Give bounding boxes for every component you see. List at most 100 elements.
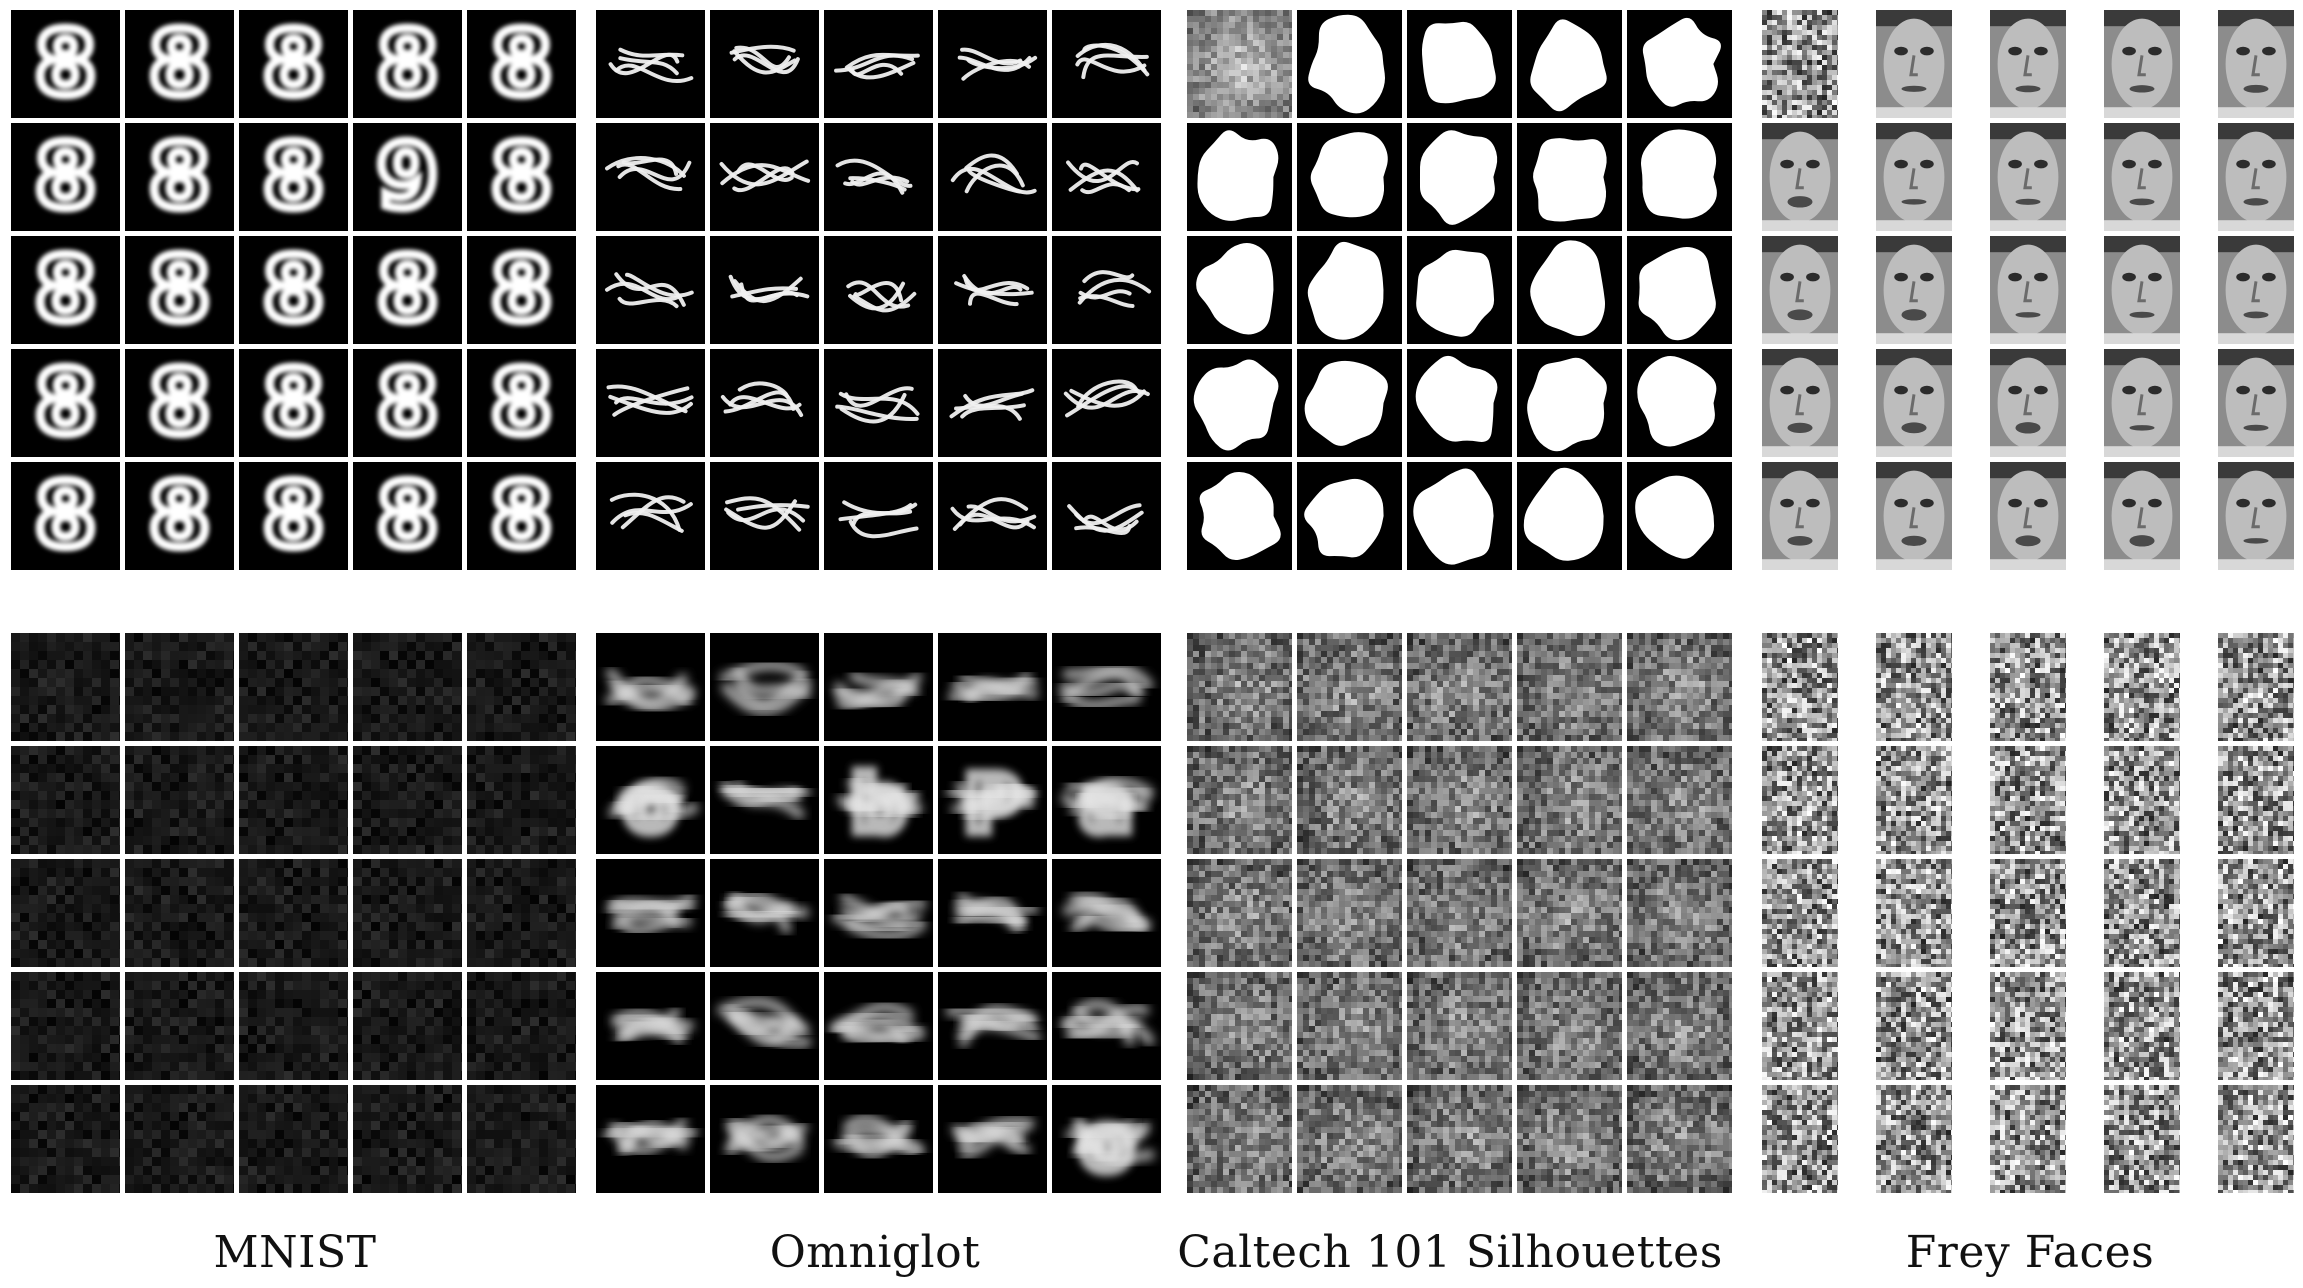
sample-tile xyxy=(1517,633,1622,741)
sample-tile xyxy=(824,859,933,967)
sample-tile xyxy=(938,462,1047,570)
sample-tile xyxy=(1187,746,1292,854)
sample-tile xyxy=(1627,633,1732,741)
svg-text:8: 8 xyxy=(377,12,439,115)
sample-tile xyxy=(2218,462,2294,570)
sample-tile xyxy=(1762,462,1838,570)
sample-tile: 8 xyxy=(11,462,120,570)
sample-tile xyxy=(1990,972,2066,1080)
svg-text:9: 9 xyxy=(377,125,439,228)
sample-tile xyxy=(824,349,933,457)
sample-tile xyxy=(1762,1085,1838,1193)
sample-tile: 8 xyxy=(11,236,120,344)
sample-tile xyxy=(1876,123,1952,231)
sample-tile xyxy=(1990,746,2066,854)
svg-text:o: o xyxy=(625,760,677,848)
sample-tile xyxy=(1407,972,1512,1080)
sample-tile: 9 xyxy=(11,859,120,967)
sample-tile xyxy=(1762,349,1838,457)
sample-tile xyxy=(938,236,1047,344)
sample-tile xyxy=(2104,972,2180,1080)
sample-tile xyxy=(1187,1085,1292,1193)
sample-tile xyxy=(1052,633,1161,741)
sample-tile: 6 xyxy=(125,746,234,854)
sample-tile: P xyxy=(938,746,1047,854)
sample-tile xyxy=(1297,972,1402,1080)
sample-tile xyxy=(2104,10,2180,118)
sample-tile xyxy=(1052,462,1161,570)
sample-tile xyxy=(1297,349,1402,457)
svg-text:8: 8 xyxy=(149,12,211,115)
sample-tile xyxy=(596,859,705,967)
sample-tile xyxy=(1762,633,1838,741)
sample-tile xyxy=(1627,10,1732,118)
sample-tile xyxy=(1517,236,1622,344)
svg-text:8: 8 xyxy=(491,12,553,115)
sample-tile: a xyxy=(1052,746,1161,854)
sample-tile xyxy=(596,10,705,118)
sample-tile: 6 xyxy=(467,1085,576,1193)
sample-tile: 7 xyxy=(467,972,576,1080)
svg-text:8: 8 xyxy=(149,464,211,567)
sample-tile xyxy=(1297,1085,1402,1193)
sample-tile: 3 xyxy=(11,972,120,1080)
sample-tile xyxy=(1187,462,1292,570)
sample-tile xyxy=(1187,349,1292,457)
sample-tile xyxy=(1990,859,2066,967)
sample-tile xyxy=(710,236,819,344)
panel-mnist-bottom: 4361206467985553389795576 xyxy=(11,633,577,1193)
sample-tile xyxy=(596,349,705,457)
sample-tile xyxy=(1297,236,1402,344)
sample-tile xyxy=(1762,972,1838,1080)
sample-tile xyxy=(2218,349,2294,457)
sample-tile: 9 xyxy=(11,1085,120,1193)
sample-tile: 8 xyxy=(353,462,462,570)
sample-tile xyxy=(938,10,1047,118)
sample-tile xyxy=(596,633,705,741)
svg-text:b: b xyxy=(851,760,905,848)
sample-tile xyxy=(1297,746,1402,854)
sample-tile: 2 xyxy=(467,633,576,741)
label-caltech-101-silhouettes: Caltech 101 Silhouettes xyxy=(1170,1225,1730,1281)
sample-tile: 8 xyxy=(467,236,576,344)
svg-text:8: 8 xyxy=(263,351,325,454)
svg-text:8: 8 xyxy=(377,464,439,567)
sample-tile xyxy=(1876,633,1952,741)
sample-tile: 8 xyxy=(353,349,462,457)
sample-tile xyxy=(596,462,705,570)
svg-text:a: a xyxy=(1081,760,1132,848)
svg-text:8: 8 xyxy=(35,464,97,567)
panel-caltech-101-silhouettes-bottom xyxy=(1187,633,1732,1193)
sample-tile xyxy=(1052,236,1161,344)
sample-tile: 6 xyxy=(353,746,462,854)
sample-tile xyxy=(1052,972,1161,1080)
sample-tile xyxy=(1297,10,1402,118)
sample-tile xyxy=(1187,633,1292,741)
sample-tile xyxy=(1627,349,1732,457)
sample-tile xyxy=(938,349,1047,457)
sample-tile xyxy=(1762,746,1838,854)
sample-tile xyxy=(710,746,819,854)
sample-tile xyxy=(1876,1085,1952,1193)
sample-tile: 8 xyxy=(11,10,120,118)
sample-tile xyxy=(2218,1085,2294,1193)
sample-tile: 0 xyxy=(11,746,120,854)
sample-tile xyxy=(1052,859,1161,967)
svg-text:P: P xyxy=(965,760,1020,848)
svg-text:8: 8 xyxy=(35,125,97,228)
sample-tile xyxy=(1407,236,1512,344)
sample-tile xyxy=(710,859,819,967)
sample-tile: 8 xyxy=(239,10,348,118)
sample-tile xyxy=(2218,746,2294,854)
sample-tile xyxy=(1990,462,2066,570)
svg-text:8: 8 xyxy=(263,464,325,567)
sample-tile: 8 xyxy=(467,462,576,570)
sample-tile: 5 xyxy=(125,1085,234,1193)
sample-tile: 8 xyxy=(11,349,120,457)
sample-tile xyxy=(1990,349,2066,457)
sample-tile: 8 xyxy=(353,236,462,344)
panel-frey-faces-bottom xyxy=(1762,633,2294,1193)
svg-text:8: 8 xyxy=(491,464,553,567)
